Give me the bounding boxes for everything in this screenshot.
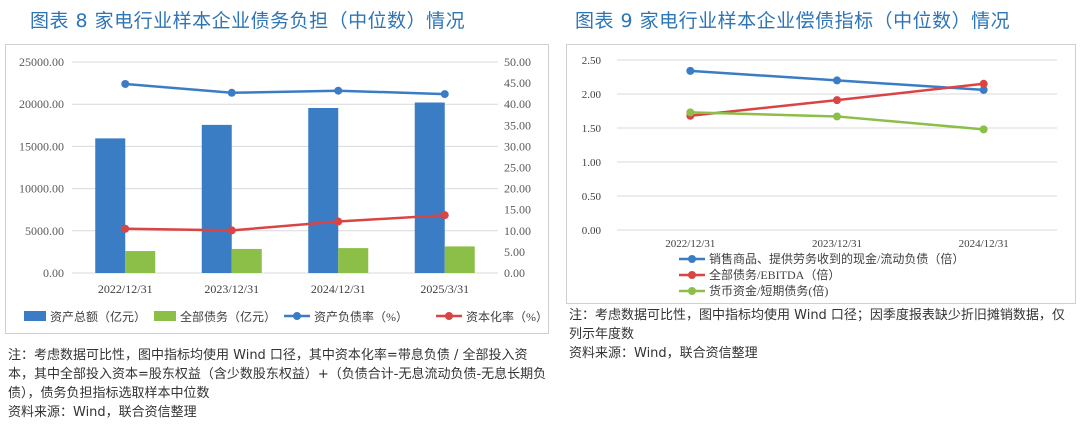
chart8-svg: 0.00 5000.00 10000.00 15000.00 20000.00 25000… — [19, 55, 548, 324]
data-point — [334, 86, 343, 95]
y-tick-label: 0.50 — [582, 191, 602, 203]
y-right-tick-label: 5.00 — [504, 245, 525, 259]
y-right-tick-label: 25.00 — [504, 161, 531, 175]
data-point — [121, 224, 130, 233]
y-right-tick-label: 35.00 — [504, 118, 531, 132]
y-right-tick-label: 15.00 — [504, 203, 531, 217]
x-tick-label: 2025/3/31 — [420, 282, 469, 296]
data-point — [334, 217, 343, 226]
bar — [201, 124, 232, 274]
y-tick-label: 2.00 — [582, 89, 602, 101]
data-point — [833, 112, 841, 121]
legend-swatch — [154, 311, 176, 321]
x-tick-label: 2024/12/31 — [959, 238, 1009, 250]
y-tick-label: 0.00 — [582, 225, 602, 237]
bar — [231, 248, 262, 273]
y-right-tick-label: 30.00 — [504, 139, 531, 153]
x-tick-label: 2023/12/31 — [204, 282, 259, 296]
x-tick-label: 2024/12/31 — [311, 282, 366, 296]
data-point — [979, 85, 988, 94]
y-right-tick-label: 50.00 — [504, 55, 531, 69]
y-tick-label: 2.50 — [582, 55, 602, 67]
legend-marker — [688, 287, 696, 295]
data-point — [686, 108, 695, 117]
data-point — [686, 66, 695, 75]
legend-marker — [293, 312, 301, 320]
x-tick-label: 2023/12/31 — [812, 238, 862, 250]
data-point — [979, 125, 988, 134]
y-left-tick-label: 15000.00 — [19, 139, 64, 153]
legend-label: 销售商品、提供劳务收到的现金/流动负债（倍） — [709, 251, 964, 266]
bar — [308, 107, 339, 273]
x-tick-label: 2022/12/31 — [665, 238, 715, 250]
data-point — [440, 211, 449, 220]
y-right-tick-label: 45.00 — [504, 76, 531, 90]
legend-swatch — [24, 311, 46, 321]
y-right-tick-label: 0.00 — [504, 266, 525, 280]
chart9-title: 图表 9 家电行业样本企业偿债指标（中位数）情况 — [575, 10, 1011, 32]
chart8-panel: 0.00 5000.00 10000.00 15000.00 20000.00 25000… — [5, 44, 549, 334]
series-line — [125, 213, 445, 232]
data-point — [833, 76, 841, 85]
data-point — [227, 226, 236, 235]
chart8-note-text: 注：考虑数据可比性，图中指标均使用 Wind 口径，其中资本化率=带息负债 / … — [8, 348, 547, 401]
data-point — [979, 79, 988, 88]
chart8-title: 图表 8 家电行业样本企业债务负担（中位数）情况 — [30, 10, 466, 32]
chart8-source: 资料来源：Wind，联合资信整理 — [8, 405, 197, 420]
legend-marker — [688, 255, 696, 263]
legend-label: 资产负债率（%） — [314, 309, 408, 324]
legend-label: 全部债务（亿元） — [180, 309, 276, 324]
bar — [338, 248, 369, 273]
chart9-note: 注：考虑数据可比性，图中指标均使用 Wind 口径；因季度报表缺少折旧摊销数据，… — [569, 306, 1074, 363]
y-tick-label: 1.50 — [582, 123, 602, 135]
legend-label: 货币资金/短期债务(倍) — [709, 283, 828, 298]
series-line — [125, 82, 445, 96]
y-left-tick-label: 20000.00 — [19, 97, 64, 111]
y-left-tick-label: 10000.00 — [19, 182, 64, 196]
chart9-note-text: 注：考虑数据可比性，图中指标均使用 Wind 口径；因季度报表缺少折旧摊销数据，… — [569, 308, 1065, 342]
data-point — [121, 79, 130, 88]
y-left-tick-label: 25000.00 — [19, 55, 64, 69]
y-tick-label: 1.00 — [582, 157, 602, 169]
chart9-svg: 0.00 0.50 1.00 1.50 2.00 2.50 2022/12/31 2023/1… — [582, 55, 1057, 298]
chart9-panel: 0.00 0.50 1.00 1.50 2.00 2.50 2022/12/31 2023/1… — [566, 44, 1076, 304]
y-left-tick-label: 5000.00 — [25, 224, 64, 238]
data-point — [440, 90, 449, 99]
bar — [414, 102, 445, 274]
legend-label: 资本化率（%） — [466, 309, 548, 324]
x-tick-label: 2022/12/31 — [98, 282, 153, 296]
y-right-tick-label: 10.00 — [504, 224, 531, 238]
legend-label: 全部债务/EBITDA（倍） — [709, 267, 840, 282]
legend-label: 资产总额（亿元） — [50, 309, 146, 324]
bar — [444, 246, 475, 273]
bar — [125, 251, 156, 273]
bar — [95, 138, 126, 273]
data-point — [227, 88, 236, 97]
y-left-tick-label: 0.00 — [43, 266, 64, 280]
chart9-source: 资料来源：Wind，联合资信整理 — [569, 346, 758, 361]
legend-marker — [445, 312, 453, 320]
y-right-tick-label: 20.00 — [504, 182, 531, 196]
chart8-note: 注：考虑数据可比性，图中指标均使用 Wind 口径，其中资本化率=带息负债 / … — [8, 346, 548, 422]
y-right-tick-label: 40.00 — [504, 97, 531, 111]
data-point — [833, 96, 841, 105]
legend-marker — [688, 271, 696, 279]
